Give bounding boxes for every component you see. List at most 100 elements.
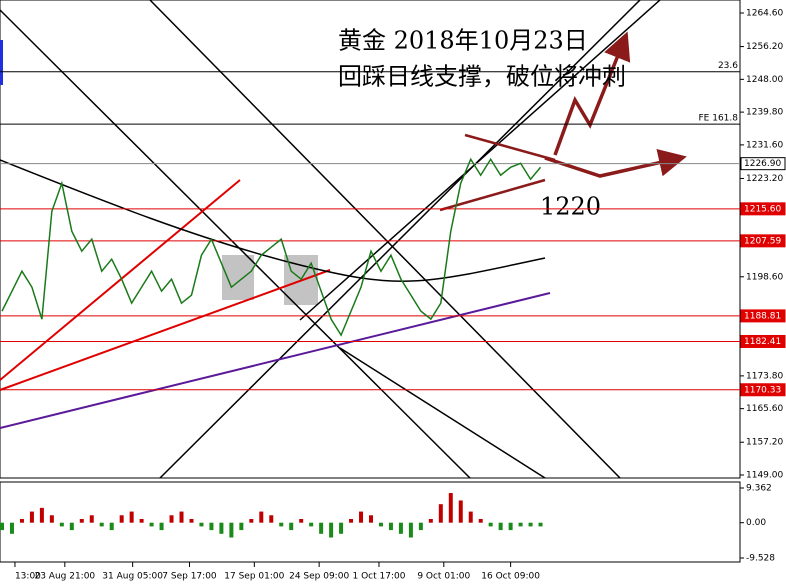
macd-bar — [309, 522, 314, 527]
x-tick-label: 13:00 — [15, 572, 41, 582]
level-box — [740, 234, 786, 248]
macd-bar — [458, 500, 463, 523]
macd-bar — [169, 515, 174, 523]
macd-bar — [0, 522, 4, 531]
x-tick-label: 23 Aug 21:00 — [34, 572, 95, 582]
x-tick-label: 24 Sep 09:00 — [289, 572, 349, 582]
macd-bar — [39, 507, 44, 523]
macd-bar — [119, 515, 124, 523]
macd-bar — [289, 522, 294, 531]
macd-bar — [129, 511, 134, 523]
macd-bar — [378, 522, 383, 527]
macd-bar — [29, 511, 34, 523]
macd-bar — [518, 522, 523, 527]
level-label: 1182.41 — [744, 337, 781, 347]
macd-bar — [428, 518, 433, 523]
trend-lines — [0, 0, 661, 478]
fib-label: FE 161.8 — [699, 114, 739, 124]
y-tick-label: 1231.60 — [746, 140, 783, 150]
macd-bar — [229, 522, 234, 538]
macd-bar — [528, 522, 533, 527]
macd-bar — [209, 522, 214, 531]
macd-bar — [139, 518, 144, 523]
level-label: 1207.59 — [744, 236, 781, 246]
fib-label: 23.6 — [718, 61, 738, 71]
macd-bar — [388, 522, 393, 531]
macd-tick-label: 9.362 — [746, 484, 772, 494]
macd-bar — [69, 522, 74, 531]
y-tick-label: 1149.00 — [746, 471, 783, 481]
macd-bar — [109, 522, 114, 531]
y-tick-label: 1165.60 — [746, 404, 783, 414]
macd-bar — [299, 518, 304, 523]
macd-bar — [438, 504, 443, 523]
macd-bar — [49, 515, 54, 523]
macd-bar — [488, 522, 493, 527]
macd-bar — [219, 522, 224, 534]
y-tick-label: 1239.80 — [746, 108, 783, 118]
macd-bar — [418, 522, 423, 531]
macd-bar — [359, 511, 364, 523]
macd-bar — [259, 511, 264, 523]
y-tick-label: 1256.20 — [746, 42, 783, 52]
macd-bar — [319, 522, 324, 534]
level-label: 1215.60 — [744, 204, 781, 214]
macd-bar — [329, 522, 334, 538]
annotation: 1220 — [540, 193, 601, 221]
macd-bar — [408, 522, 413, 538]
x-tick-label: 7 Sep 17:00 — [162, 572, 217, 582]
macd-bar — [199, 522, 204, 527]
macd-tick-label: 0.00 — [746, 518, 766, 528]
level-label: 1170.33 — [744, 385, 781, 395]
level-label: 1226.90 — [744, 159, 781, 169]
macd-bar — [89, 515, 94, 523]
macd-tick-label: -9.528 — [746, 554, 775, 564]
level-box — [740, 157, 786, 171]
marker — [0, 40, 3, 85]
macd-bar — [498, 522, 503, 531]
level-box — [740, 202, 786, 216]
y-tick-label: 1173.80 — [746, 371, 783, 381]
macd-bar — [339, 522, 344, 534]
y-tick-label: 1157.20 — [746, 438, 783, 448]
x-tick-label: 9 Oct 01:00 — [417, 572, 470, 582]
price-line — [1, 157, 542, 337]
y-tick-label: 1248.00 — [746, 75, 783, 85]
macd-bar — [538, 522, 543, 527]
macd-bar — [448, 493, 453, 523]
annotation: 黄金 2018年10月23日 — [338, 27, 588, 55]
level-box — [740, 309, 786, 323]
macd-bar — [468, 511, 473, 523]
x-tick-label: 1 Oct 17:00 — [352, 572, 405, 582]
macd-bar — [99, 522, 104, 527]
annotation: 回踩日线支撑，破位将冲刺 — [338, 63, 626, 91]
macd-bar — [269, 515, 274, 523]
level-label: 1188.81 — [744, 311, 781, 321]
macd-bar — [189, 518, 194, 523]
macd-bar — [19, 518, 24, 523]
x-tick-label: 31 Aug 05:00 — [102, 572, 163, 582]
macd-bar — [349, 518, 354, 523]
macd-bar — [478, 518, 483, 523]
macd-bar — [149, 522, 154, 527]
x-tick-label: 17 Sep 01:00 — [224, 572, 284, 582]
macd-bar — [368, 515, 373, 523]
y-tick-label: 1198.60 — [746, 272, 783, 282]
macd-bar — [79, 518, 84, 523]
macd-bar — [249, 518, 254, 523]
macd-bar — [59, 522, 64, 527]
level-box — [740, 383, 786, 397]
macd-bar — [279, 522, 284, 527]
level-box — [740, 334, 786, 348]
macd-bar — [239, 522, 244, 531]
y-tick-label: 1223.20 — [746, 174, 783, 184]
macd-bar — [9, 522, 14, 534]
macd-bar — [179, 511, 184, 523]
x-tick-label: 16 Oct 09:00 — [481, 572, 540, 582]
macd-bar — [508, 522, 513, 531]
macd-bar — [398, 522, 403, 534]
y-tick-label: 1264.60 — [746, 9, 783, 19]
macd-bar — [159, 522, 164, 531]
